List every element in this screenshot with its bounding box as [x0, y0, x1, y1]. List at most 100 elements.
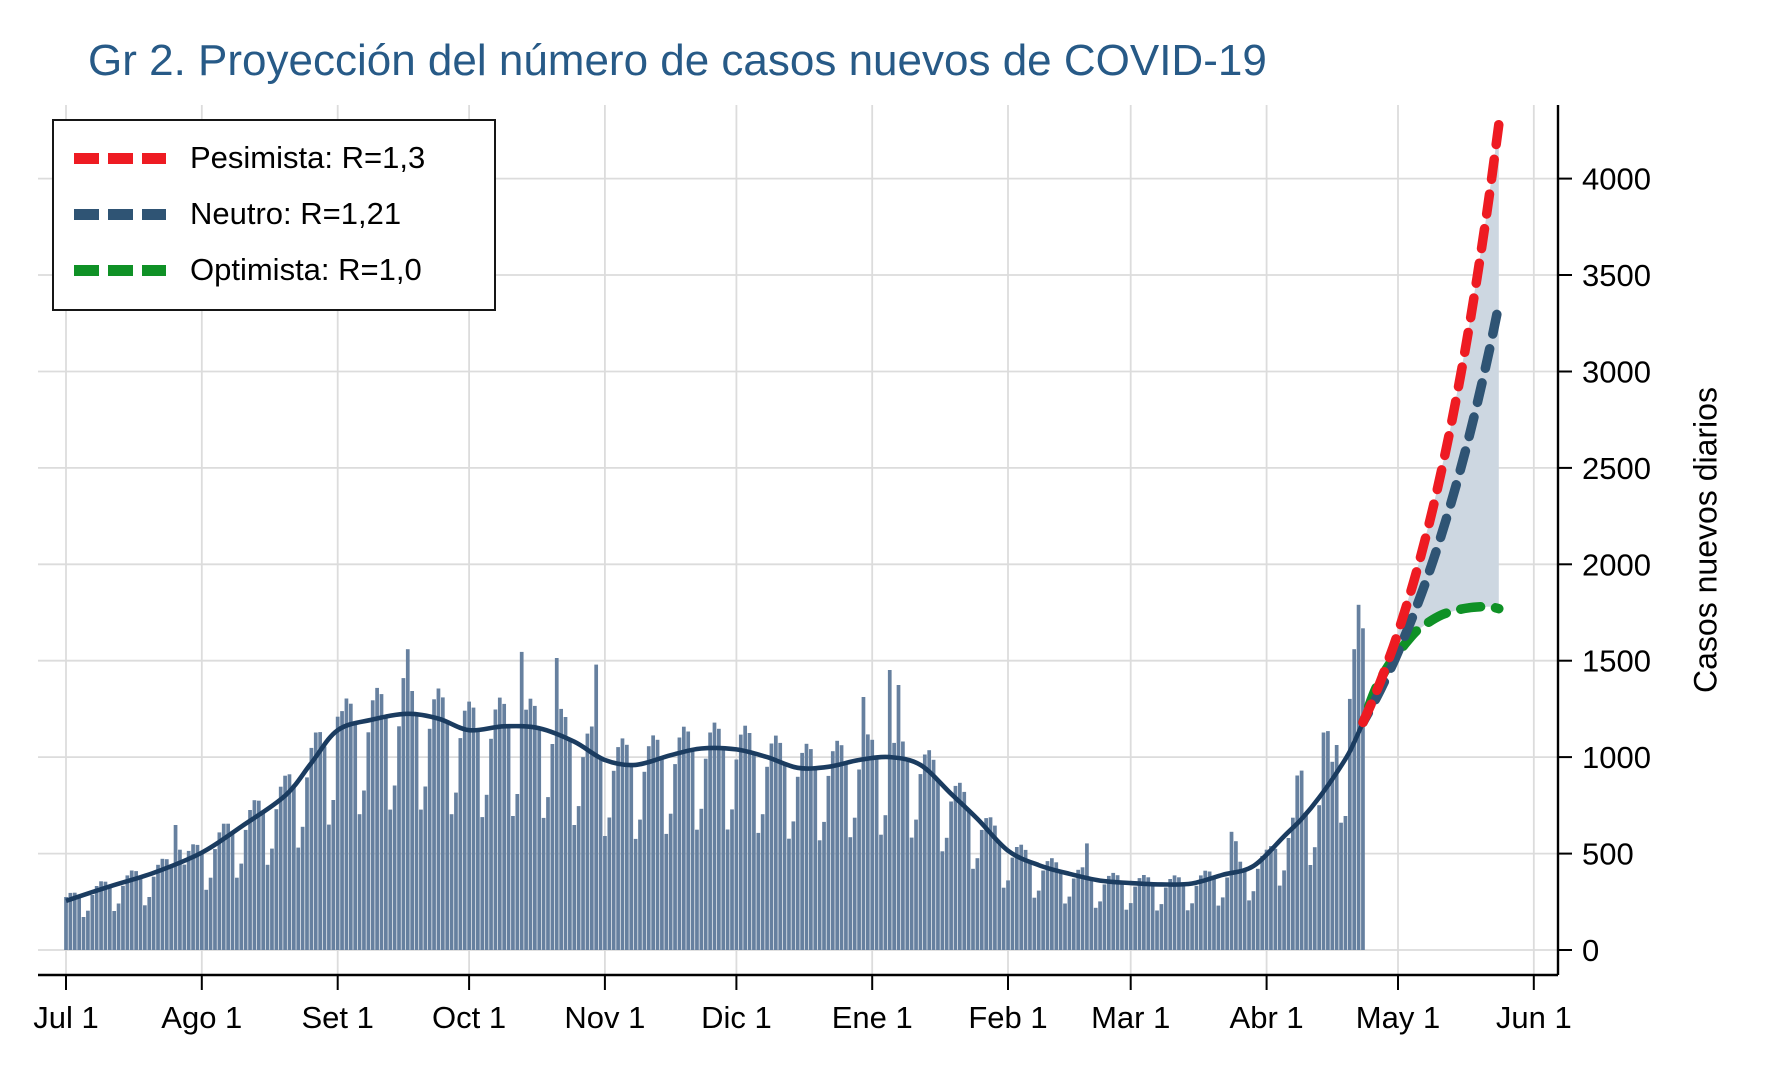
bar	[1225, 877, 1229, 950]
bar	[1010, 857, 1015, 950]
bar	[795, 776, 800, 950]
bar	[905, 761, 910, 950]
bar	[252, 800, 257, 950]
bar	[848, 837, 853, 950]
y-tick-label: 2500	[1582, 451, 1651, 486]
bar	[305, 777, 309, 950]
bar	[1093, 907, 1098, 950]
bar	[861, 697, 866, 950]
bar	[186, 850, 191, 950]
legend: Pesimista: R=1,3 Neutro: R=1,21 Optimist…	[52, 119, 496, 311]
bar	[870, 739, 875, 950]
bar	[892, 742, 896, 950]
bar	[541, 817, 546, 950]
x-tick-label: Jun 1	[1496, 1000, 1572, 1035]
bar	[589, 726, 594, 950]
bar	[147, 897, 152, 950]
bar	[984, 818, 989, 950]
bar	[103, 881, 108, 950]
x-tick-label: Mar 1	[1091, 1000, 1170, 1035]
bar	[800, 752, 804, 950]
bar	[291, 784, 296, 950]
bar	[563, 717, 568, 950]
x-tick-label: Dic 1	[701, 1000, 772, 1035]
bar	[1251, 891, 1256, 950]
bar	[765, 766, 769, 950]
bar	[432, 699, 436, 950]
bar	[782, 763, 787, 950]
bar	[1238, 861, 1243, 950]
bar	[112, 911, 117, 950]
x-tick-label: Feb 1	[968, 1000, 1047, 1035]
bar	[90, 895, 95, 950]
x-tick-label: Ago 1	[161, 1000, 242, 1035]
bar	[695, 829, 699, 950]
bar	[480, 817, 485, 950]
bar	[239, 863, 244, 950]
bar	[581, 757, 585, 950]
bar	[712, 722, 717, 950]
bar	[1312, 847, 1317, 950]
bar	[497, 697, 502, 950]
bar	[362, 790, 366, 950]
bar	[1023, 849, 1028, 950]
bar	[607, 817, 612, 950]
bar	[681, 726, 686, 950]
bar	[138, 876, 143, 950]
bar	[918, 774, 923, 950]
bar	[1172, 875, 1177, 950]
bar	[1006, 880, 1010, 950]
bar	[1356, 604, 1361, 950]
bar	[734, 759, 739, 950]
bar	[476, 729, 480, 950]
bar	[616, 747, 620, 950]
bar	[1106, 875, 1111, 950]
legend-item-neutro: Neutro: R=1,21	[74, 191, 474, 237]
bar	[204, 889, 209, 950]
bar	[129, 870, 134, 950]
bar	[1317, 805, 1322, 950]
bar	[1115, 875, 1120, 950]
y-tick-label: 1500	[1582, 644, 1651, 679]
bar	[313, 732, 318, 950]
bar	[515, 794, 520, 950]
bar	[427, 728, 432, 950]
bar	[160, 858, 165, 950]
bar	[756, 832, 761, 950]
bar	[1133, 886, 1137, 950]
bar	[348, 703, 353, 950]
bar	[116, 903, 121, 950]
bar	[506, 726, 511, 950]
bar	[1080, 867, 1085, 950]
bar	[397, 726, 401, 950]
bar	[414, 715, 419, 950]
bar	[773, 735, 778, 950]
x-tick-label: Nov 1	[564, 1000, 645, 1035]
bar	[344, 698, 349, 950]
bar	[598, 757, 603, 950]
bar	[1361, 628, 1365, 950]
bar	[1076, 869, 1081, 950]
bar	[844, 762, 848, 950]
bar	[156, 864, 160, 950]
bar	[1277, 885, 1282, 950]
bar	[638, 819, 642, 950]
bar	[537, 728, 542, 950]
y-tick-label: 3500	[1582, 258, 1651, 293]
bar	[226, 823, 230, 950]
bar	[813, 767, 818, 950]
bar	[379, 694, 384, 950]
bar	[743, 725, 748, 950]
bar	[235, 877, 239, 950]
bar	[1198, 875, 1203, 950]
bar	[857, 769, 861, 950]
bar	[532, 705, 537, 950]
bar	[568, 740, 572, 950]
legend-label-neutro: Neutro: R=1,21	[190, 196, 402, 231]
bar	[401, 678, 406, 950]
bar	[1089, 878, 1094, 950]
bar	[791, 821, 796, 950]
bar	[677, 737, 682, 950]
bar	[603, 836, 607, 950]
bar	[1041, 870, 1045, 950]
